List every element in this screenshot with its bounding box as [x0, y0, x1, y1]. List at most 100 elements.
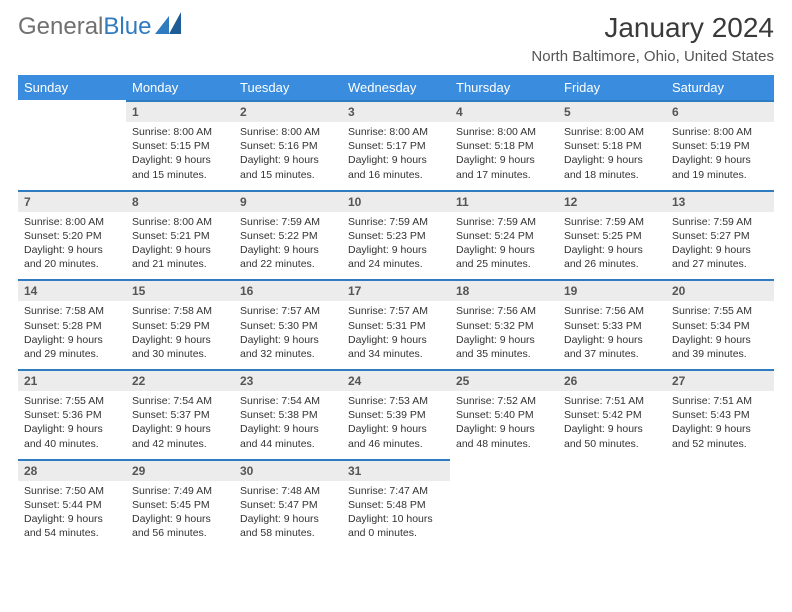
calendar-day-cell: 28Sunrise: 7:50 AMSunset: 5:44 PMDayligh… [18, 459, 126, 549]
day-info-line: Sunset: 5:29 PM [132, 319, 228, 333]
calendar-day-cell: 16Sunrise: 7:57 AMSunset: 5:30 PMDayligh… [234, 279, 342, 369]
calendar-week-row: 1Sunrise: 8:00 AMSunset: 5:15 PMDaylight… [18, 100, 774, 190]
day-info-line: Sunrise: 7:47 AM [348, 484, 444, 498]
day-body: Sunrise: 8:00 AMSunset: 5:19 PMDaylight:… [666, 122, 774, 190]
day-info-line: and 27 minutes. [672, 257, 768, 271]
day-info-line: Sunrise: 8:00 AM [564, 125, 660, 139]
calendar-day-cell: 22Sunrise: 7:54 AMSunset: 5:37 PMDayligh… [126, 369, 234, 459]
calendar-day-cell: 13Sunrise: 7:59 AMSunset: 5:27 PMDayligh… [666, 190, 774, 280]
weekday-header: Thursday [450, 75, 558, 100]
calendar-day-cell: 19Sunrise: 7:56 AMSunset: 5:33 PMDayligh… [558, 279, 666, 369]
day-info-line: Daylight: 9 hours [348, 243, 444, 257]
day-info-line: Daylight: 9 hours [24, 512, 120, 526]
day-info-line: Daylight: 9 hours [132, 512, 228, 526]
day-body: Sunrise: 7:57 AMSunset: 5:30 PMDaylight:… [234, 301, 342, 369]
day-info-line: Sunrise: 7:59 AM [456, 215, 552, 229]
day-info-line: and 40 minutes. [24, 437, 120, 451]
day-number [558, 459, 666, 481]
day-info-line: Sunrise: 7:48 AM [240, 484, 336, 498]
day-info-line: Daylight: 9 hours [456, 333, 552, 347]
day-number [18, 100, 126, 122]
day-info-line: and 35 minutes. [456, 347, 552, 361]
day-info-line: and 44 minutes. [240, 437, 336, 451]
day-number: 7 [18, 190, 126, 212]
day-info-line: Sunrise: 7:57 AM [240, 304, 336, 318]
day-body: Sunrise: 8:00 AMSunset: 5:16 PMDaylight:… [234, 122, 342, 190]
calendar-day-cell: 25Sunrise: 7:52 AMSunset: 5:40 PMDayligh… [450, 369, 558, 459]
day-info-line: and 30 minutes. [132, 347, 228, 361]
day-number: 2 [234, 100, 342, 122]
day-info-line: and 15 minutes. [132, 168, 228, 182]
day-info-line: Daylight: 10 hours [348, 512, 444, 526]
day-info-line: Sunset: 5:15 PM [132, 139, 228, 153]
weekday-header: Saturday [666, 75, 774, 100]
day-info-line: Sunset: 5:36 PM [24, 408, 120, 422]
day-number: 11 [450, 190, 558, 212]
day-info-line: Sunset: 5:17 PM [348, 139, 444, 153]
day-info-line: Sunrise: 8:00 AM [456, 125, 552, 139]
day-number: 6 [666, 100, 774, 122]
calendar-day-cell: 2Sunrise: 8:00 AMSunset: 5:16 PMDaylight… [234, 100, 342, 190]
calendar-week-row: 14Sunrise: 7:58 AMSunset: 5:28 PMDayligh… [18, 279, 774, 369]
day-info-line: Sunset: 5:47 PM [240, 498, 336, 512]
day-body: Sunrise: 7:59 AMSunset: 5:25 PMDaylight:… [558, 212, 666, 280]
day-info-line: and 48 minutes. [456, 437, 552, 451]
weekday-header: Friday [558, 75, 666, 100]
day-body: Sunrise: 7:58 AMSunset: 5:28 PMDaylight:… [18, 301, 126, 369]
day-body: Sunrise: 7:57 AMSunset: 5:31 PMDaylight:… [342, 301, 450, 369]
day-body [18, 122, 126, 184]
brand-name-a: General [18, 13, 103, 41]
day-body [666, 481, 774, 543]
day-body: Sunrise: 7:59 AMSunset: 5:27 PMDaylight:… [666, 212, 774, 280]
day-number: 31 [342, 459, 450, 481]
day-info-line: Sunrise: 8:00 AM [132, 125, 228, 139]
day-info-line: Sunset: 5:27 PM [672, 229, 768, 243]
day-body: Sunrise: 7:54 AMSunset: 5:37 PMDaylight:… [126, 391, 234, 459]
day-info-line: and 32 minutes. [240, 347, 336, 361]
day-info-line: Sunset: 5:16 PM [240, 139, 336, 153]
day-info-line: Daylight: 9 hours [240, 512, 336, 526]
day-info-line: and 19 minutes. [672, 168, 768, 182]
weekday-header: Wednesday [342, 75, 450, 100]
day-number: 3 [342, 100, 450, 122]
day-body: Sunrise: 7:48 AMSunset: 5:47 PMDaylight:… [234, 481, 342, 549]
calendar-day-cell: 26Sunrise: 7:51 AMSunset: 5:42 PMDayligh… [558, 369, 666, 459]
day-body: Sunrise: 8:00 AMSunset: 5:18 PMDaylight:… [558, 122, 666, 190]
day-body: Sunrise: 7:56 AMSunset: 5:32 PMDaylight:… [450, 301, 558, 369]
calendar-day-cell: 1Sunrise: 8:00 AMSunset: 5:15 PMDaylight… [126, 100, 234, 190]
day-info-line: Sunrise: 7:59 AM [564, 215, 660, 229]
brand-mark-icon [155, 12, 183, 41]
day-info-line: Sunset: 5:20 PM [24, 229, 120, 243]
day-body: Sunrise: 7:59 AMSunset: 5:24 PMDaylight:… [450, 212, 558, 280]
day-number: 12 [558, 190, 666, 212]
day-info-line: and 37 minutes. [564, 347, 660, 361]
day-info-line: Sunrise: 8:00 AM [24, 215, 120, 229]
day-number: 5 [558, 100, 666, 122]
day-info-line: Sunset: 5:37 PM [132, 408, 228, 422]
day-info-line: Sunrise: 7:50 AM [24, 484, 120, 498]
day-info-line: Daylight: 9 hours [348, 333, 444, 347]
day-number: 28 [18, 459, 126, 481]
calendar-day-cell: 18Sunrise: 7:56 AMSunset: 5:32 PMDayligh… [450, 279, 558, 369]
day-info-line: Daylight: 9 hours [672, 153, 768, 167]
calendar-day-cell: 14Sunrise: 7:58 AMSunset: 5:28 PMDayligh… [18, 279, 126, 369]
day-info-line: Sunset: 5:38 PM [240, 408, 336, 422]
calendar-day-cell: 30Sunrise: 7:48 AMSunset: 5:47 PMDayligh… [234, 459, 342, 549]
day-info-line: and 22 minutes. [240, 257, 336, 271]
day-number: 21 [18, 369, 126, 391]
day-body: Sunrise: 7:55 AMSunset: 5:34 PMDaylight:… [666, 301, 774, 369]
day-info-line: Sunset: 5:18 PM [564, 139, 660, 153]
calendar-day-cell: 15Sunrise: 7:58 AMSunset: 5:29 PMDayligh… [126, 279, 234, 369]
calendar-week-row: 7Sunrise: 8:00 AMSunset: 5:20 PMDaylight… [18, 190, 774, 280]
day-info-line: Daylight: 9 hours [24, 243, 120, 257]
day-info-line: Daylight: 9 hours [564, 422, 660, 436]
day-number: 27 [666, 369, 774, 391]
day-info-line: and 52 minutes. [672, 437, 768, 451]
day-number: 14 [18, 279, 126, 301]
day-number: 1 [126, 100, 234, 122]
day-info-line: and 18 minutes. [564, 168, 660, 182]
day-info-line: Sunrise: 7:56 AM [564, 304, 660, 318]
day-info-line: Sunrise: 7:59 AM [240, 215, 336, 229]
day-info-line: and 16 minutes. [348, 168, 444, 182]
calendar-day-cell: 8Sunrise: 8:00 AMSunset: 5:21 PMDaylight… [126, 190, 234, 280]
